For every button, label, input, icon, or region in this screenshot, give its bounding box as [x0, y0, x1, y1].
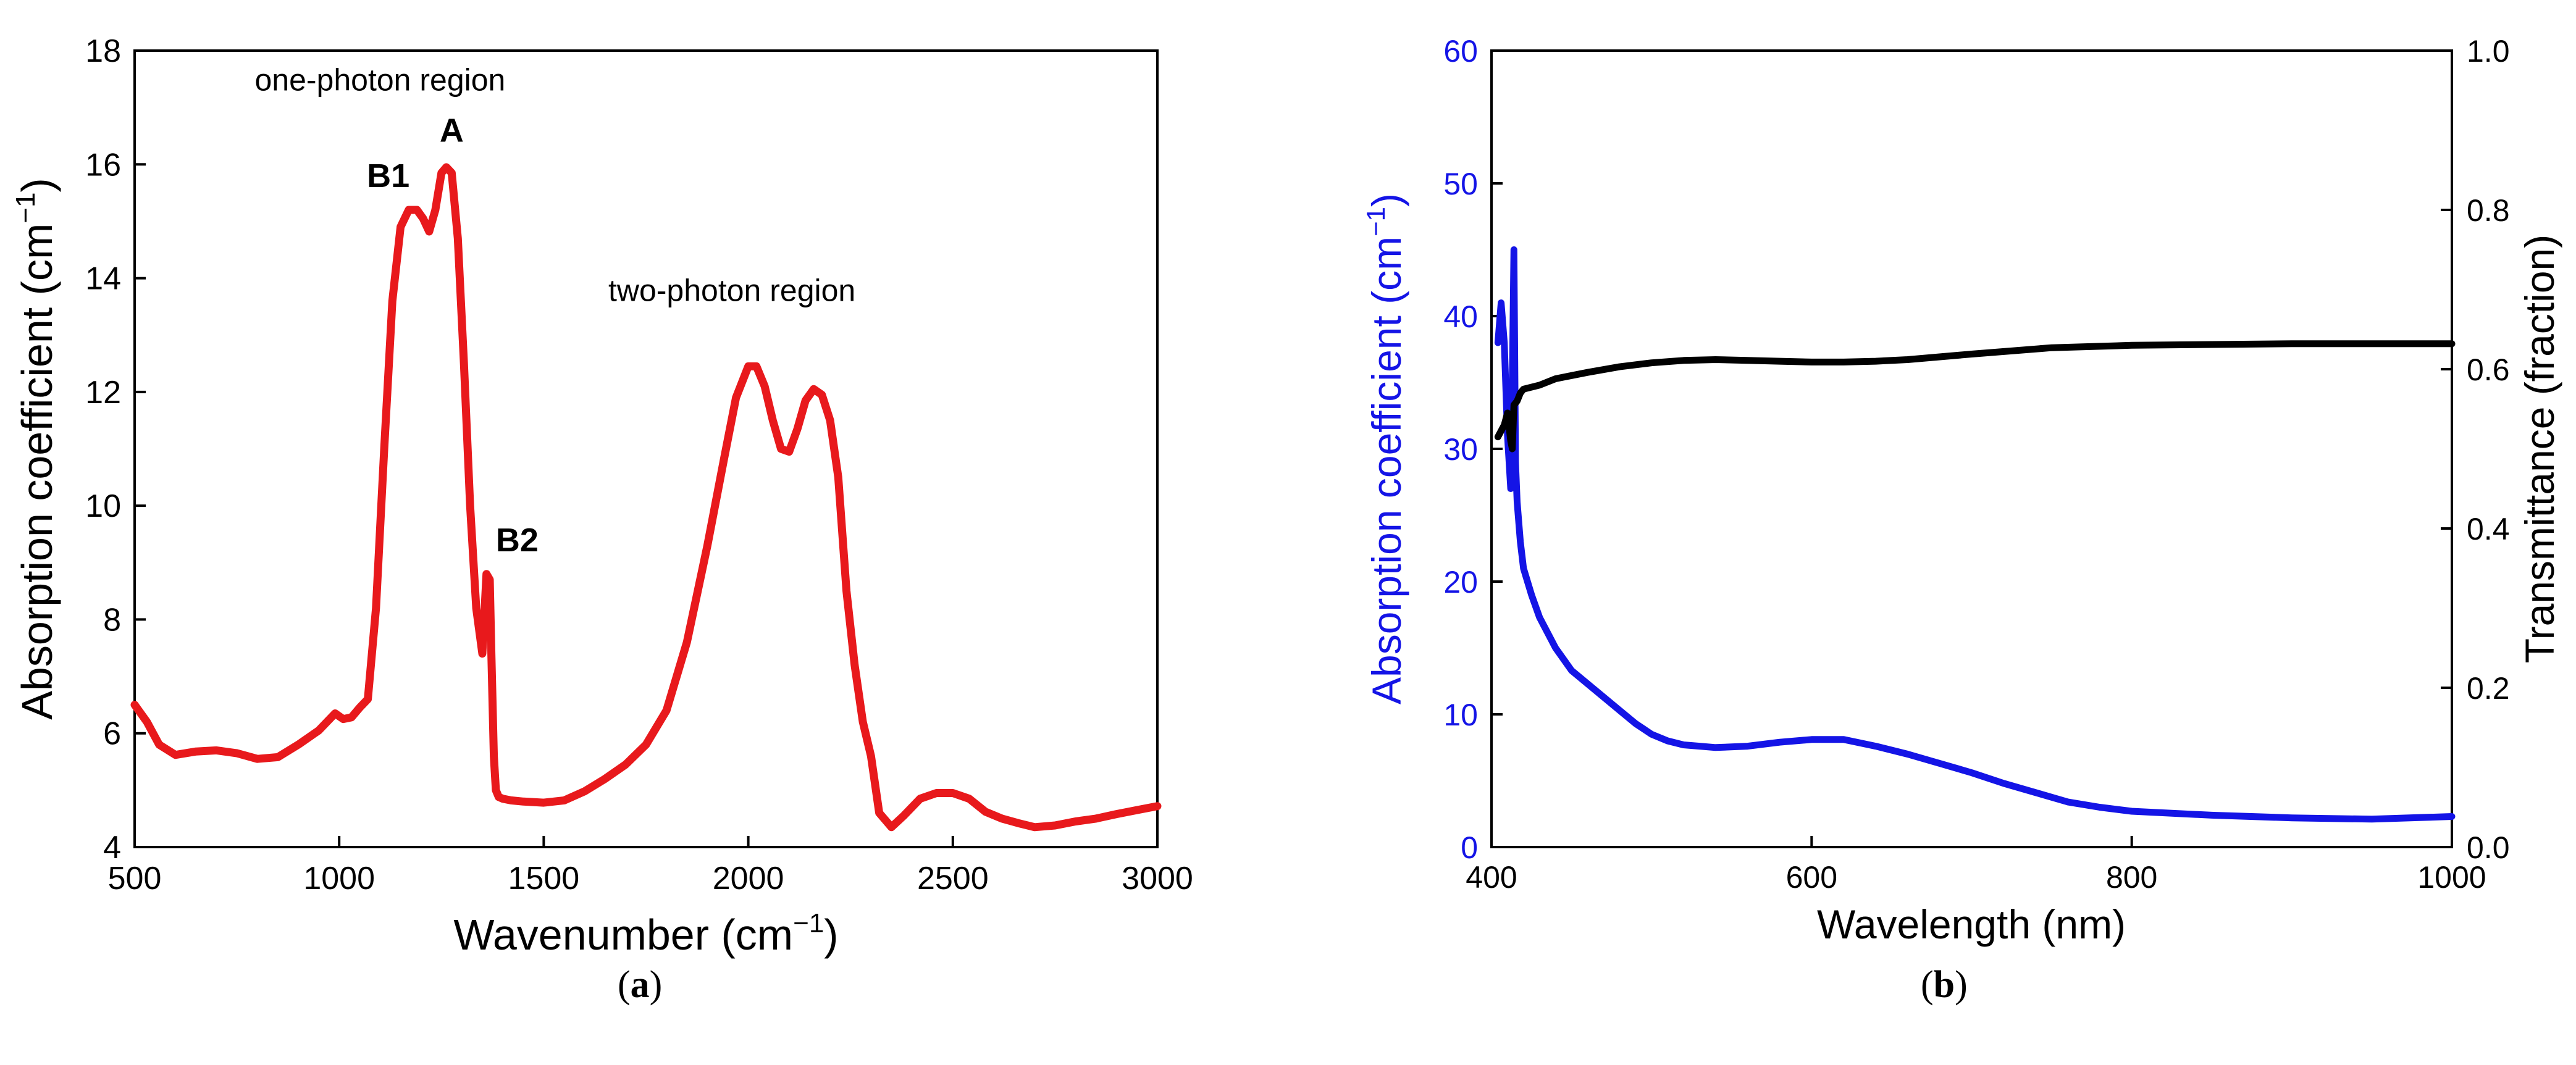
panel-b-y2-tick-label: 0.8 [2467, 193, 2510, 228]
panel-b-right-y-axis: 0.0 0.2 0.4 0.6 0.8 1.0 [2441, 34, 2510, 865]
panel-a-y-tick-label: 14 [85, 261, 121, 297]
panel-b-y-tick-label: 0 [1461, 830, 1478, 865]
panel-a-annotation: one-photon region [254, 63, 505, 98]
panel-b-y2-tick-label: 0.0 [2467, 830, 2510, 865]
panel-a-y-tick-label: 4 [103, 830, 121, 866]
panel-b-y2-tick-label: 1.0 [2467, 34, 2510, 69]
panel-b-transmittance-line [1494, 340, 2456, 453]
panel-a-caption: (a) [618, 964, 663, 1006]
panel-b-x-tick-label: 600 [1786, 860, 1837, 895]
panel-a-x-tick-label: 1000 [303, 861, 375, 896]
panel-b-y-axis-label: Absorption coefficient (cm−1) [1361, 193, 1409, 704]
panel-a-x-axis-label: Wavenumber (cm−1) [453, 908, 838, 959]
panel-a-annotation: B1 [367, 157, 409, 194]
panel-b-x-axis-label: Wavelength (nm) [1817, 901, 2126, 947]
panel-a-x-axis: 500 1000 1500 2000 2500 3000 [108, 836, 1193, 896]
panel-a-x-tick-label: 2000 [713, 861, 784, 896]
panel-a-y-tick-label: 8 [103, 602, 121, 638]
panel-a-chart: 500 1000 1500 2000 2500 3000 4 6 8 10 12 14 16 18 on… [10, 33, 1193, 959]
panel-b-y-tick-label: 50 [1443, 167, 1478, 201]
panel-b-y-tick-label: 20 [1443, 565, 1478, 599]
panel-b-caption: (b) [1921, 964, 1968, 1006]
panel-a-x-tick-label: 1500 [508, 861, 580, 896]
panel-a-y-tick-label: 10 [85, 488, 121, 524]
panel-b-chart: 400 600 800 1000 0 10 20 30 40 50 60 0.0 0.2 0.4 0.6… [1361, 34, 2562, 947]
panel-a-annotation: B2 [496, 522, 539, 559]
panel-a-y-axis-label: Absorption coefficient (cm−1) [10, 178, 61, 720]
panel-a-series-line [130, 163, 1162, 832]
panel-a-plot-frame [133, 49, 1159, 848]
panel-b-y2-tick-label: 0.6 [2467, 353, 2510, 387]
panel-a-x-tick-label: 2500 [917, 861, 989, 896]
panel-b-y2-tick-label: 0.2 [2467, 671, 2510, 706]
panel-a-x-tick-label: 3000 [1122, 861, 1193, 896]
panel-b-absorption-line [1494, 246, 2456, 823]
panel-a-annotation: A [440, 112, 464, 149]
panel-a-y-tick-label: 6 [103, 716, 121, 752]
panel-b-left-y-axis: 0 10 20 30 40 50 60 [1443, 34, 1503, 865]
panel-b-y-tick-label: 40 [1443, 299, 1478, 334]
panel-b-y2-tick-label: 0.4 [2467, 512, 2510, 546]
panel-b-x-tick-label: 800 [2106, 860, 2157, 895]
panel-b-y-tick-label: 60 [1443, 34, 1478, 69]
panel-a-y-tick-label: 16 [85, 147, 121, 183]
panel-b-y2-axis-label: Transmittance (fraction) [2517, 235, 2562, 663]
panel-a-annotations: one-photon region A B1 two-photon region B2 [254, 63, 855, 559]
panel-a-annotation: two-photon region [608, 273, 855, 307]
panel-b-y-tick-label: 10 [1443, 698, 1478, 732]
panel-b-x-axis: 400 600 800 1000 [1466, 836, 2486, 895]
panel-b-series [1494, 246, 2456, 823]
panel-b-y-tick-label: 30 [1443, 432, 1478, 467]
panel-a-series [130, 163, 1162, 832]
panel-a-x-tick-label: 500 [108, 861, 162, 896]
panel-b-x-tick-label: 400 [1466, 860, 1517, 895]
panel-a-y-tick-label: 18 [85, 33, 121, 69]
panel-b-x-tick-label: 1000 [2417, 860, 2486, 895]
panel-a-y-axis: 4 6 8 10 12 14 16 18 [85, 33, 146, 866]
panel-a-y-tick-label: 12 [85, 375, 121, 411]
